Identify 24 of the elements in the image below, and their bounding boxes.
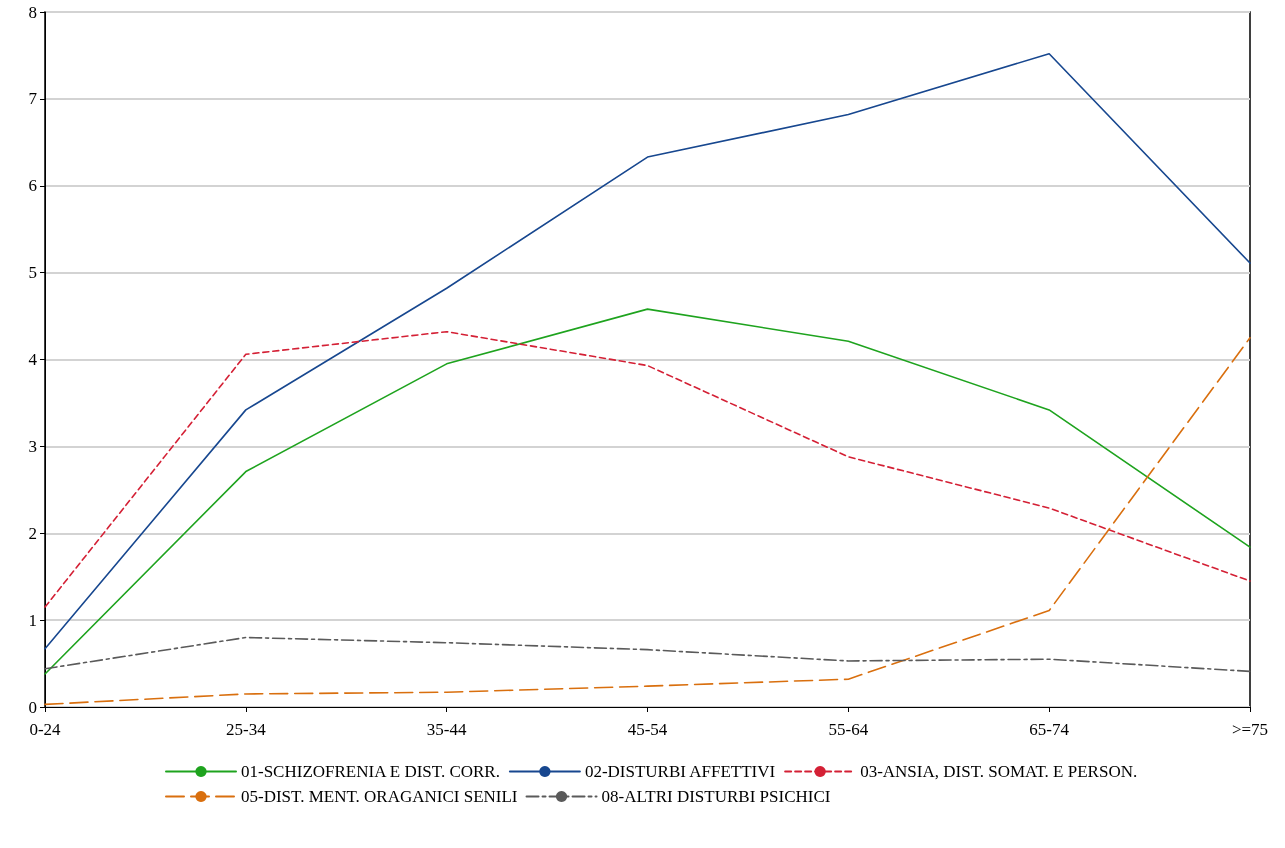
legend-label: 02-DISTURBI AFFETTIVI <box>584 762 776 781</box>
line-series <box>44 52 1251 650</box>
y-tick-label: 0 <box>28 697 37 717</box>
x-tick-label: 0-24 <box>29 720 62 739</box>
line-series <box>44 330 1251 608</box>
y-tick-label: 5 <box>28 263 37 283</box>
y-tick-label: 7 <box>28 89 38 109</box>
legend-label: 03-ANSIA, DIST. SOMAT. E PERSON. <box>860 762 1138 781</box>
x-tick-label: 65-74 <box>1029 720 1070 739</box>
y-tick-label: 2 <box>28 523 37 543</box>
y-tick-label: 6 <box>28 176 37 196</box>
legend-label: 05-DIST. MENT. ORAGANICI SENILI <box>241 787 518 806</box>
y-tick-label: 3 <box>28 436 37 456</box>
x-tick-label: 45-54 <box>627 720 668 739</box>
line-series <box>44 636 1251 673</box>
y-tick-label: 8 <box>28 2 37 22</box>
x-tick-label: 35-44 <box>426 720 467 739</box>
x-tick-label: 55-64 <box>828 720 869 739</box>
legend-label: 01-SCHIZOFRENIA E DIST. CORR. <box>241 762 500 781</box>
legend-label: 08-ALTRI DISTURBI PSICHICI <box>601 787 831 806</box>
x-tick-label: 25-34 <box>226 720 267 739</box>
y-tick-label: 4 <box>28 350 38 369</box>
x-tick-label: >=75 <box>1231 720 1269 739</box>
y-tick-label: 1 <box>28 610 37 630</box>
